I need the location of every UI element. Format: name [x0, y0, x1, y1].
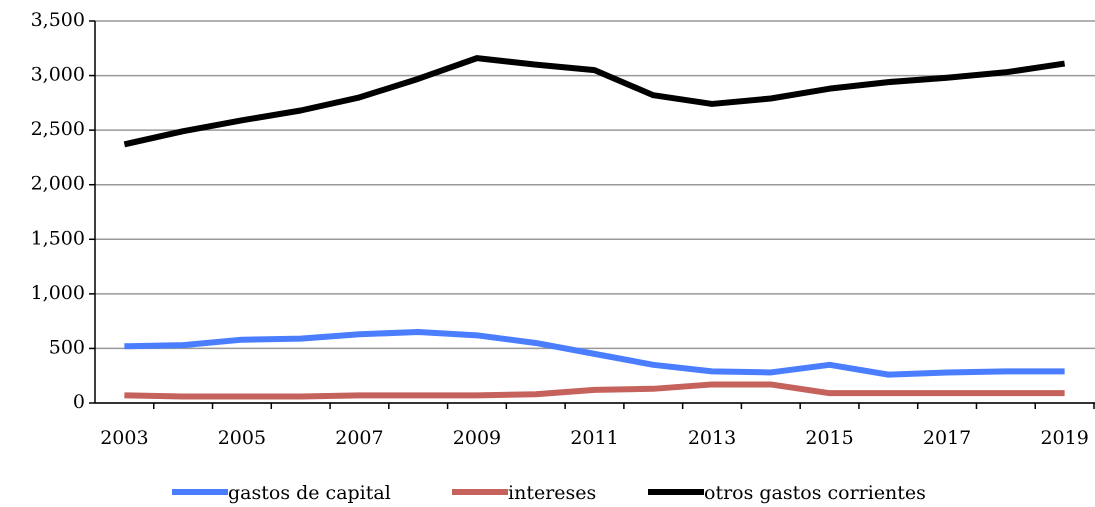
x-tick-label: 2015 — [805, 427, 853, 449]
x-tick-label: 2017 — [923, 427, 971, 449]
y-tick-label: 2,000 — [31, 173, 85, 195]
legend-label: otros gastos corrientes — [704, 482, 926, 504]
y-tick-label: 500 — [49, 336, 85, 358]
series-line — [123, 55, 1066, 148]
legend-label: gastos de capital — [228, 482, 391, 504]
y-tick-label: 2,500 — [31, 118, 85, 140]
x-tick-label: 2007 — [335, 427, 383, 449]
legend-label: intereses — [508, 482, 596, 504]
y-tick-label: 3,000 — [31, 64, 85, 86]
x-tick-label: 2013 — [688, 427, 736, 449]
x-tick-label: 2003 — [100, 427, 148, 449]
x-tick-label: 2011 — [570, 427, 618, 449]
y-tick-label: 3,500 — [31, 9, 85, 31]
y-tick-label: 0 — [73, 391, 85, 413]
y-tick-label: 1,500 — [31, 227, 85, 249]
series-line — [124, 329, 1065, 378]
series-line — [124, 381, 1065, 400]
x-tick-label: 2019 — [1040, 427, 1088, 449]
y-tick-label: 1,000 — [31, 282, 85, 304]
x-tick-label: 2005 — [218, 427, 266, 449]
x-tick-label: 2009 — [453, 427, 501, 449]
